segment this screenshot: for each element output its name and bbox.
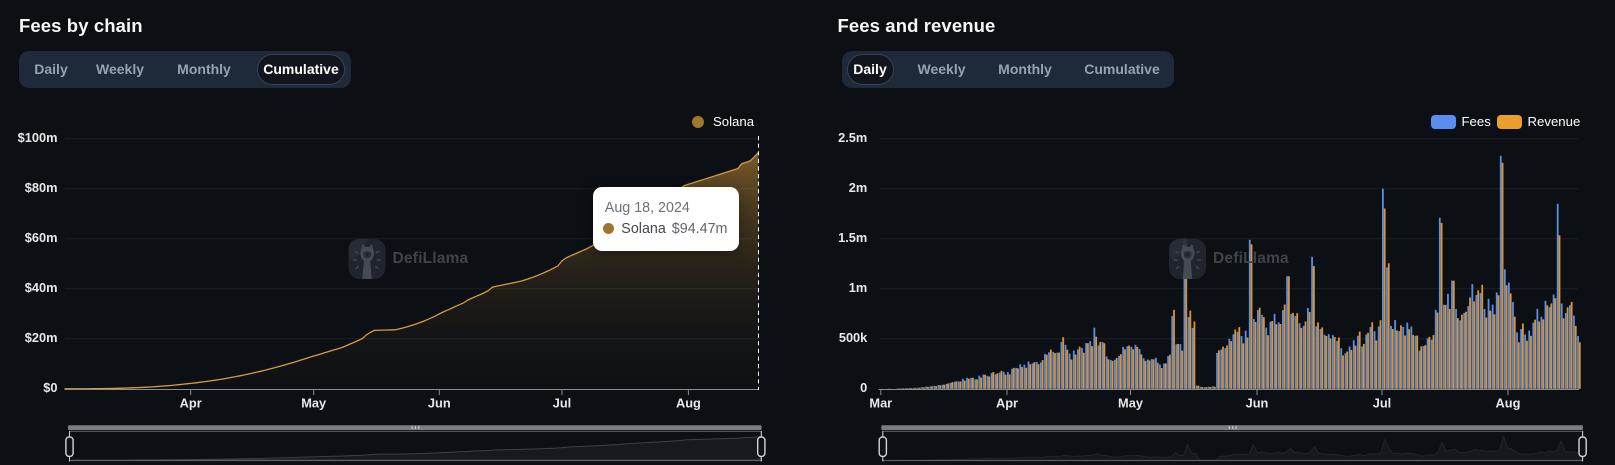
svg-text:$80m: $80m [25, 180, 58, 195]
svg-text:May: May [301, 395, 327, 410]
svg-text:Mar: Mar [869, 395, 892, 410]
svg-text:Apr: Apr [180, 395, 202, 410]
svg-text:1.5m: 1.5m [838, 230, 867, 245]
svg-text:Jul: Jul [1373, 395, 1392, 410]
svg-text:0: 0 [860, 380, 867, 395]
svg-text:$0: $0 [43, 380, 57, 395]
svg-text:500k: 500k [839, 330, 868, 345]
svg-text:Jun: Jun [428, 395, 451, 410]
svg-text:Apr: Apr [996, 395, 1018, 410]
svg-text:2.5m: 2.5m [838, 130, 867, 145]
svg-text:$60m: $60m [25, 230, 58, 245]
svg-text:Aug: Aug [676, 395, 701, 410]
svg-text:2m: 2m [849, 180, 868, 195]
svg-text:Jul: Jul [553, 395, 572, 410]
svg-text:Jun: Jun [1246, 395, 1269, 410]
svg-text:$40m: $40m [25, 280, 58, 295]
svg-text:May: May [1118, 395, 1144, 410]
svg-text:$100m: $100m [18, 130, 58, 145]
svg-text:1m: 1m [849, 280, 868, 295]
svg-text:Aug: Aug [1496, 395, 1521, 410]
svg-text:$20m: $20m [25, 330, 58, 345]
